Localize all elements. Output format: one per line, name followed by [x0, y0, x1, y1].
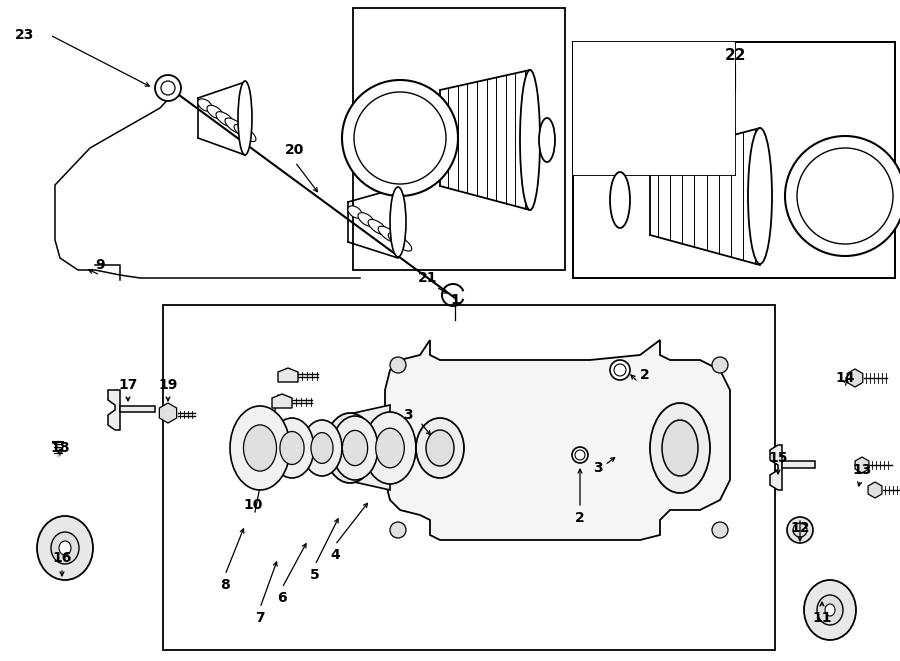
Ellipse shape [364, 412, 416, 484]
Ellipse shape [817, 595, 843, 625]
Text: 23: 23 [15, 28, 35, 42]
Polygon shape [868, 482, 882, 498]
Polygon shape [108, 390, 120, 430]
Polygon shape [159, 403, 176, 423]
Polygon shape [385, 340, 730, 540]
Ellipse shape [650, 403, 710, 493]
Ellipse shape [234, 124, 256, 141]
Ellipse shape [416, 418, 464, 478]
Ellipse shape [388, 233, 412, 251]
Ellipse shape [662, 420, 698, 476]
Ellipse shape [230, 406, 290, 490]
Ellipse shape [270, 418, 314, 478]
Ellipse shape [390, 187, 406, 257]
Ellipse shape [325, 413, 375, 483]
Ellipse shape [37, 516, 93, 580]
Ellipse shape [207, 105, 223, 119]
Polygon shape [770, 445, 782, 490]
Text: 20: 20 [285, 143, 305, 157]
Circle shape [787, 517, 813, 543]
Ellipse shape [334, 426, 366, 470]
Circle shape [785, 136, 900, 256]
Text: 22: 22 [724, 48, 746, 63]
Text: 11: 11 [812, 611, 832, 625]
Polygon shape [120, 406, 155, 412]
Polygon shape [782, 461, 815, 468]
Text: 21: 21 [418, 271, 437, 285]
Text: 2: 2 [640, 368, 650, 382]
Ellipse shape [51, 532, 79, 564]
Text: 12: 12 [790, 521, 810, 535]
Text: 6: 6 [277, 591, 287, 605]
Circle shape [793, 523, 807, 537]
Circle shape [712, 357, 728, 373]
Text: 4: 4 [330, 548, 340, 562]
Circle shape [712, 522, 728, 538]
Polygon shape [855, 457, 868, 473]
Text: 7: 7 [256, 611, 265, 625]
Ellipse shape [225, 118, 245, 134]
Text: 1: 1 [450, 293, 460, 307]
Polygon shape [573, 42, 735, 175]
Text: 15: 15 [769, 451, 788, 465]
Circle shape [390, 357, 406, 373]
Ellipse shape [368, 219, 387, 235]
Ellipse shape [59, 541, 71, 555]
Ellipse shape [375, 428, 404, 468]
Text: 13: 13 [852, 463, 872, 477]
Text: 17: 17 [118, 378, 138, 392]
Ellipse shape [216, 112, 234, 126]
Circle shape [342, 80, 458, 196]
Ellipse shape [280, 432, 304, 465]
Text: 3: 3 [403, 408, 413, 422]
Text: 5: 5 [310, 568, 320, 582]
Circle shape [390, 522, 406, 538]
Circle shape [161, 81, 175, 95]
Circle shape [797, 148, 893, 244]
Polygon shape [278, 368, 298, 382]
Circle shape [614, 364, 626, 376]
Circle shape [572, 447, 588, 463]
Polygon shape [272, 394, 292, 408]
Ellipse shape [358, 213, 374, 226]
Ellipse shape [378, 226, 400, 243]
Ellipse shape [804, 580, 856, 640]
Text: 2: 2 [575, 511, 585, 525]
Text: 10: 10 [243, 498, 263, 512]
Ellipse shape [311, 432, 333, 463]
Text: 18: 18 [50, 441, 70, 455]
Circle shape [610, 360, 630, 380]
Ellipse shape [748, 128, 772, 264]
Text: 14: 14 [835, 371, 855, 385]
Text: 19: 19 [158, 378, 177, 392]
Ellipse shape [244, 425, 276, 471]
Circle shape [354, 92, 446, 184]
Text: 8: 8 [220, 578, 230, 592]
Ellipse shape [332, 416, 378, 480]
Circle shape [155, 75, 181, 101]
Ellipse shape [610, 172, 630, 228]
Ellipse shape [238, 81, 252, 155]
Ellipse shape [302, 420, 342, 476]
Text: 3: 3 [593, 461, 603, 475]
Ellipse shape [426, 430, 454, 466]
Ellipse shape [198, 99, 212, 111]
Polygon shape [847, 369, 863, 387]
Ellipse shape [348, 206, 362, 218]
Ellipse shape [825, 604, 835, 616]
Ellipse shape [342, 430, 367, 465]
Text: 9: 9 [95, 258, 104, 272]
Ellipse shape [520, 70, 540, 210]
Polygon shape [345, 405, 390, 490]
Circle shape [575, 450, 585, 460]
Text: 16: 16 [52, 551, 72, 565]
Ellipse shape [539, 118, 555, 162]
